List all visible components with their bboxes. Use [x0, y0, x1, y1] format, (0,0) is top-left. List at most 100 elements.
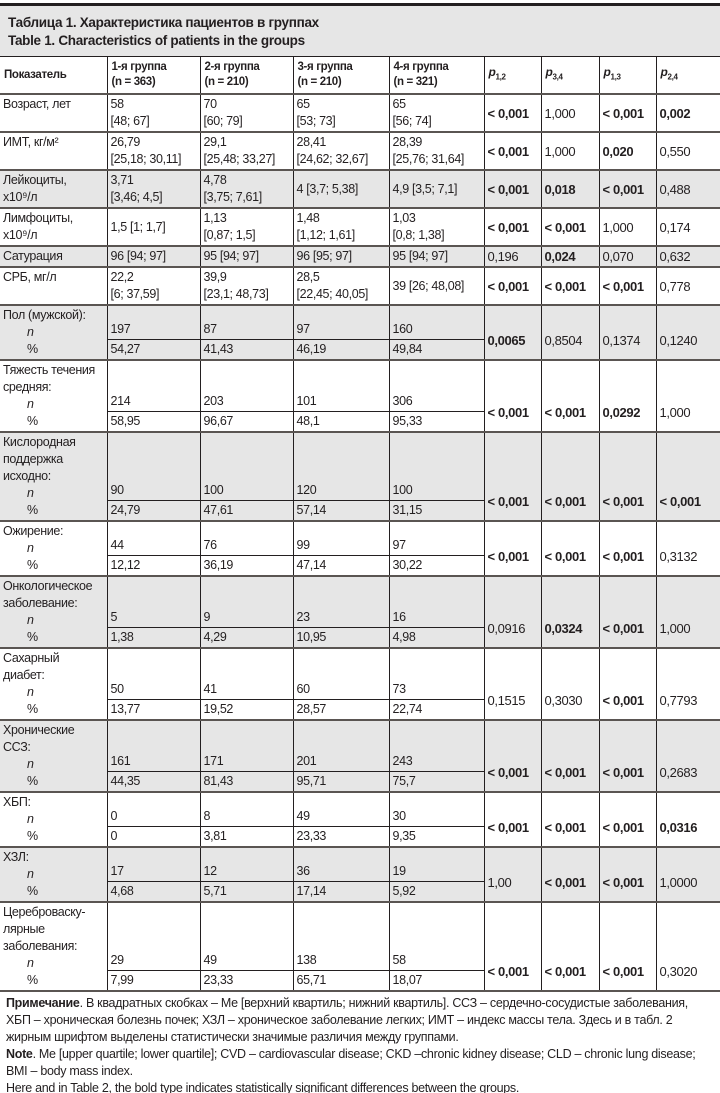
- row-label: ИМТ, кг/м²: [0, 132, 108, 171]
- count-value: 243: [389, 752, 484, 772]
- group-value: 101 48,1: [293, 360, 390, 433]
- group-value: 1,48 [1,12; 1,61]: [293, 208, 390, 247]
- value-line: [3,46; 4,5]: [110, 190, 163, 204]
- row-label-line: диабет:: [3, 668, 45, 682]
- header-group-4: 4-я группа (n = 321): [389, 57, 485, 95]
- p-value: < 0,001: [599, 267, 657, 306]
- count-value: 138: [293, 951, 389, 971]
- row-label-line: Пол (мужской):: [3, 308, 86, 322]
- percent-value: 4,68: [110, 884, 134, 898]
- value-line: 26,79: [110, 135, 141, 149]
- value-line: 22,2: [110, 270, 134, 284]
- group-value: 99 47,14: [293, 521, 390, 577]
- p-value: 1,000: [656, 360, 720, 433]
- count-value: 171: [200, 752, 293, 772]
- p-value: 0,1374: [599, 305, 657, 361]
- p-value: 0,002: [656, 94, 720, 133]
- note-ru-text: . В квадратных скобках – Ме [верхний ква…: [6, 996, 688, 1044]
- percent-value: 22,74: [392, 702, 423, 716]
- header-row: Показатель 1-я группа (n = 363) 2-я группа…: [0, 57, 720, 95]
- percent-value: 41,43: [203, 342, 234, 356]
- group-value: 50 13,77: [107, 648, 201, 721]
- group-value: 100 31,15: [389, 432, 485, 522]
- p-value: 1,00: [484, 847, 542, 903]
- p-value: 1,000: [541, 132, 600, 171]
- p-value: < 0,001: [599, 720, 657, 793]
- percent-value: 75,7: [392, 774, 416, 788]
- row-label: Сатурация: [0, 246, 108, 268]
- group-value: 4 [3,7; 5,38]: [293, 170, 390, 209]
- row-label: Возраст, лет: [0, 94, 108, 133]
- group-value: 16 4,98: [389, 576, 485, 649]
- row-label: Пол (мужской): n%: [0, 305, 108, 361]
- percent-value: 49,84: [392, 342, 423, 356]
- value-line: 39 [26; 48,08]: [392, 278, 465, 293]
- p-value: 0,488: [656, 170, 720, 209]
- group-value: 76 36,19: [200, 521, 294, 577]
- group-value: 214 58,95: [107, 360, 201, 433]
- percent-value: 3,81: [203, 829, 227, 843]
- p-symbol: p: [488, 65, 496, 80]
- table-row: Онкологическое заболевание: n% 5 1,38 9 4,29 23…: [0, 576, 720, 649]
- row-label-line: Кислородная: [3, 435, 76, 449]
- table-row: Сатурация 96 [94; 97] 95 [94; 97] 96 [95; 9…: [0, 246, 720, 268]
- row-label-line: заболевание:: [3, 596, 78, 610]
- value-line: [0,87; 1,5]: [203, 228, 256, 242]
- pct-label: %: [27, 630, 38, 644]
- row-label-line: заболевания:: [3, 939, 78, 953]
- p-value: < 0,001: [484, 720, 542, 793]
- count-value: 306: [389, 392, 484, 412]
- table-notes: Примечание. В квадратных скобках – Ме [в…: [0, 992, 720, 1093]
- group-value: 39,9 [23,1; 48,73]: [200, 267, 294, 306]
- value-line: 65: [296, 97, 311, 111]
- p-value: < 0,001: [484, 170, 542, 209]
- row-label-line: х10⁹/л: [3, 228, 38, 242]
- n-label: n: [27, 757, 34, 771]
- row-label-line: х10⁹/л: [3, 190, 38, 204]
- value-line: 1,03: [392, 211, 416, 225]
- value-line: 95 [94; 97]: [392, 249, 449, 263]
- percent-value: 4,29: [203, 630, 227, 644]
- p-value: 0,174: [656, 208, 720, 247]
- table-row: Тяжесть течения средняя: n% 214 58,95 203 96,6…: [0, 360, 720, 433]
- row-label-line: Лимфоциты,: [3, 211, 73, 225]
- row-label: Хронические ССЗ: n%: [0, 720, 108, 793]
- count-value: 58: [389, 951, 484, 971]
- row-label: Лейкоциты, х10⁹/л: [0, 170, 108, 209]
- count-value: 50: [107, 680, 200, 700]
- p-value: < 0,001: [484, 208, 542, 247]
- group-value: 95 [94; 97]: [200, 246, 294, 268]
- percent-value: 44,35: [110, 774, 141, 788]
- header-group-1: 1-я группа (n = 363): [107, 57, 201, 95]
- title-ru: Таблица 1. Характеристика пациентов в гр…: [8, 15, 319, 30]
- p-value: 0,0065: [484, 305, 542, 361]
- p-value: < 0,001: [484, 521, 542, 577]
- count-value: 5: [107, 608, 200, 628]
- p-value: < 0,001: [484, 432, 542, 522]
- group-value: 1,13 [0,87; 1,5]: [200, 208, 294, 247]
- value-line: 28,39: [392, 135, 423, 149]
- count-value: 49: [293, 807, 389, 827]
- count-value: 201: [293, 752, 389, 772]
- count-value: 214: [107, 392, 200, 412]
- p-value: 0,632: [656, 246, 720, 268]
- p-symbol: p: [545, 65, 553, 80]
- p-value: < 0,001: [599, 170, 657, 209]
- row-label-line: Тяжесть течения: [3, 363, 95, 377]
- group-value: 5 1,38: [107, 576, 201, 649]
- note-en-text2: Here and in Table 2, the bold type indic…: [6, 1081, 520, 1093]
- n-label: n: [27, 867, 34, 881]
- group-value: 28,5 [22,45; 40,05]: [293, 267, 390, 306]
- group-value: 28,41 [24,62; 32,67]: [293, 132, 390, 171]
- group-value: 90 24,79: [107, 432, 201, 522]
- p-symbol: p: [603, 65, 611, 80]
- n-label: n: [27, 613, 34, 627]
- percent-value: 81,43: [203, 774, 234, 788]
- p-value: 0,3020: [656, 902, 720, 992]
- p-value: < 0,001: [541, 267, 600, 306]
- row-label-line: Возраст, лет: [3, 97, 71, 111]
- count-value: 60: [293, 680, 389, 700]
- row-label-line: исходно:: [3, 469, 51, 483]
- row-label-line: Хронические: [3, 723, 75, 737]
- table-row: СРБ, мг/л 22,2 [6; 37,59] 39,9 [23,1; 48,73]…: [0, 267, 720, 306]
